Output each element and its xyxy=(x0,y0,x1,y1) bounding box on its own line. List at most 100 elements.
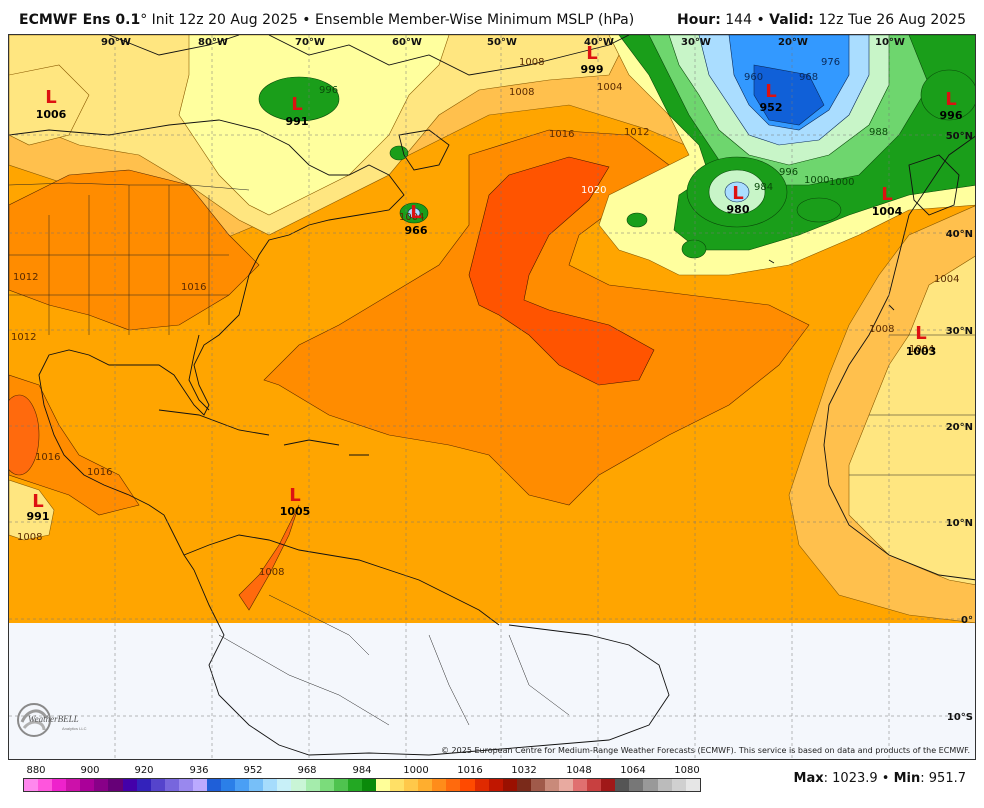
valid-value: 12z Tue 26 Aug 2025 xyxy=(818,12,966,28)
colorbar-swatch xyxy=(530,779,545,791)
low-value: 1006 xyxy=(36,108,67,121)
stats-sep: • xyxy=(881,771,890,786)
contour-label: 1008 xyxy=(259,567,284,578)
low-marker-1006: L 1006 xyxy=(36,87,67,121)
valid-label: Valid: xyxy=(769,12,814,28)
colorbar-swatch xyxy=(502,779,517,791)
low-letter: L xyxy=(765,81,776,102)
low-966-core xyxy=(407,207,421,219)
colorbar-swatch xyxy=(263,779,278,791)
degree-symbol: ° xyxy=(140,12,148,28)
colorbar-swatch xyxy=(192,779,208,791)
low-letter: L xyxy=(289,485,300,506)
lat-label-10s: 10°S xyxy=(947,712,973,723)
colorbar-swatch xyxy=(375,779,391,791)
logo-subtext: Analytics LLC xyxy=(62,726,87,731)
min-value: 951.7 xyxy=(928,771,966,786)
contour-label: 996 xyxy=(319,85,338,96)
low-value: 1004 xyxy=(872,205,903,218)
colorbar-swatch xyxy=(474,779,489,791)
colorbar-swatch xyxy=(587,779,602,791)
contour-label: 1000 xyxy=(804,175,829,186)
copyright-notice: © 2025 European Centre for Medium-Range … xyxy=(441,746,970,755)
low-value: 999 xyxy=(581,63,604,76)
low-value: 1005 xyxy=(280,505,311,518)
low-marker-991-hudson: L 991 xyxy=(286,94,309,128)
colorbar-swatch xyxy=(333,779,348,791)
model-name: ECMWF Ens 0.1 xyxy=(19,12,141,28)
contour-label: 1004 xyxy=(909,344,934,355)
band-1020 xyxy=(468,156,655,386)
field-stats: Max: 1023.9 • Min: 951.7 xyxy=(793,771,966,786)
mslp-map: 90°W 80°W 70°W 60°W 50°W 40°W 30°W 20°W … xyxy=(8,34,976,760)
title-bullet: • xyxy=(302,12,311,28)
lat-label-50n: 50°N xyxy=(946,131,973,142)
colorbar-swatch xyxy=(24,779,39,791)
contour-label: 1016 xyxy=(181,282,206,293)
low-letter: L xyxy=(291,94,302,115)
low-letter: L xyxy=(732,183,743,204)
colorbar-swatch xyxy=(150,779,165,791)
colorbar-swatch xyxy=(657,779,672,791)
colorbar-tick: 1016 xyxy=(457,765,483,776)
contour-label: 1004 xyxy=(934,274,959,285)
low-marker-991-pacific: L 991 xyxy=(27,491,50,523)
lat-label-40n: 40°N xyxy=(946,229,973,240)
contour-label: 1004 xyxy=(597,82,622,93)
low-letter: L xyxy=(45,87,56,108)
colorbar-swatch xyxy=(235,779,250,791)
low-value: 996 xyxy=(940,109,963,122)
colorbar-swatch xyxy=(52,779,67,791)
contour-label: 1004 xyxy=(399,212,424,223)
contour-label: 1008 xyxy=(519,57,544,68)
title-bullet-2: • xyxy=(756,12,765,28)
min-label: Min xyxy=(893,771,921,786)
contour-label: 984 xyxy=(754,182,773,193)
colorbar-swatch xyxy=(66,779,81,791)
colorbar-swatch xyxy=(249,779,264,791)
low-letter: L xyxy=(881,184,892,205)
low-marker-966: L 966 xyxy=(405,202,428,237)
green-blob-5 xyxy=(920,69,975,121)
contour-label: 1012 xyxy=(11,332,36,343)
low-marker-1003: L 1003 xyxy=(906,323,937,358)
low-marker-999: L 999 xyxy=(581,43,604,76)
colorbar-tick: 952 xyxy=(243,765,263,776)
colorbar-tick: 1032 xyxy=(511,765,537,776)
colorbar-swatch xyxy=(460,779,475,791)
colorbar-swatch xyxy=(221,779,236,791)
low-value: 966 xyxy=(405,224,428,237)
coastlines xyxy=(9,35,975,756)
green-blob-4 xyxy=(796,197,842,223)
colorbar-swatch xyxy=(108,779,123,791)
lon-label-40w: 40°W xyxy=(584,37,614,48)
colorbar-swatch xyxy=(516,779,531,791)
colorbar-swatch xyxy=(573,779,588,791)
colorbar-tick: 900 xyxy=(80,765,100,776)
colorbar-swatch xyxy=(629,779,644,791)
contour-label: 1016 xyxy=(87,467,112,478)
colorbar-swatch xyxy=(390,779,405,791)
contour-label: 960 xyxy=(744,72,763,83)
colorbar-swatch xyxy=(615,779,630,791)
colorbar-swatch xyxy=(122,779,137,791)
low-value: 991 xyxy=(286,115,309,128)
colorbar-swatch xyxy=(207,779,222,791)
colorbar-swatch xyxy=(685,779,700,791)
low-value: 952 xyxy=(760,101,783,114)
hour-label: Hour: xyxy=(676,12,721,28)
colorbar-swatch xyxy=(558,779,574,791)
colorbar-swatch xyxy=(446,779,461,791)
low-marker-952: L 952 xyxy=(760,81,783,114)
colorbar-tick: 936 xyxy=(189,765,209,776)
low-marker-1005: L 1005 xyxy=(280,485,311,518)
lon-label-50w: 50°W xyxy=(487,37,517,48)
low-991-hudson xyxy=(258,76,340,122)
colorbar-swatch xyxy=(305,779,320,791)
contour-label: 1012 xyxy=(624,127,649,138)
low-marker-1004: L 1004 xyxy=(872,184,903,218)
init-time: Init 12z 20 Aug 2025 xyxy=(151,12,298,28)
map-canvas: 90°W 80°W 70°W 60°W 50°W 40°W 30°W 20°W … xyxy=(9,35,975,759)
colorbar-tick: 920 xyxy=(134,765,154,776)
colorbar-swatch xyxy=(136,779,151,791)
